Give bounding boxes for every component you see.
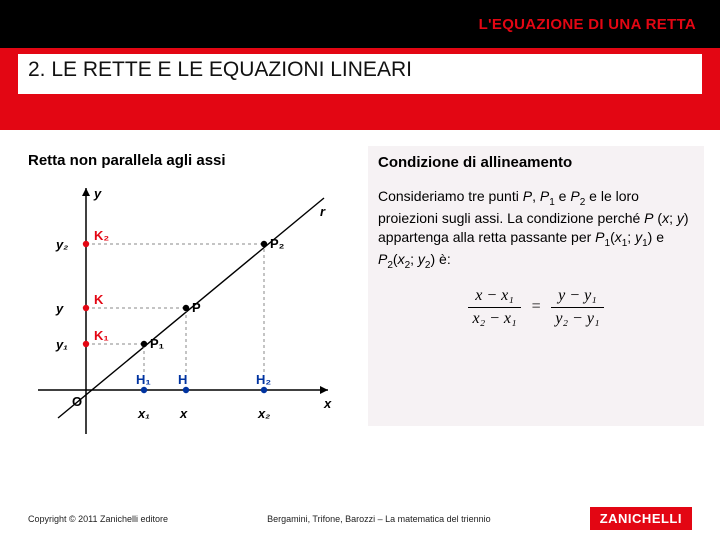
svg-text:x₂: x₂ [257,406,270,421]
left-heading: Retta non parallela agli assi [28,152,226,169]
alignment-formula: x − x₁ x₂ − x₁ = y − y₁ y₂ − y₁ [378,287,694,328]
formula-lhs: x − x₁ x₂ − x₁ [468,287,520,328]
coordinate-graph: xyOrP₁PP₂x₁xx₂H₁HH₂y₁yy₂K₁KK₂ [28,180,338,440]
svg-text:P: P [192,300,201,315]
right-paragraph: Consideriamo tre punti P, P1 e P2 e le l… [378,187,694,273]
svg-text:y₁: y₁ [55,337,68,352]
svg-text:x: x [179,406,188,421]
svg-text:x₁: x₁ [137,406,150,421]
svg-text:K₂: K₂ [94,228,109,243]
formula-rhs: y − y₁ y₂ − y₁ [551,287,603,328]
equals-sign: = [531,298,542,315]
credits-text: Bergamini, Trifone, Barozzi – La matemat… [267,514,491,524]
svg-text:P₁: P₁ [150,336,164,351]
svg-text:K: K [94,292,104,307]
svg-text:H: H [178,372,187,387]
right-panel: Condizione di allineamento Consideriamo … [368,146,704,426]
chapter-title: 2. LE RETTE E LE EQUAZIONI LINEARI [28,58,412,82]
copyright-text: Copyright © 2011 Zanichelli editore [28,514,168,524]
svg-text:H₁: H₁ [136,372,151,387]
svg-text:P₂: P₂ [270,236,285,251]
svg-text:r: r [320,204,326,219]
svg-text:K₁: K₁ [94,328,109,343]
footer: Copyright © 2011 Zanichelli editore Berg… [28,507,692,530]
publisher-logo: ZANICHELLI [590,507,692,530]
top-bar: L'EQUAZIONE DI UNA RETTA [0,0,720,48]
svg-text:y: y [55,301,64,316]
svg-text:y: y [93,186,102,201]
svg-text:H₂: H₂ [256,372,271,387]
right-heading: Condizione di allineamento [378,154,694,171]
chapter-text: LE RETTE E LE EQUAZIONI LINEARI [51,58,412,81]
topbar-title: L'EQUAZIONE DI UNA RETTA [479,16,696,33]
svg-text:y₂: y₂ [55,237,68,252]
content-area: Retta non parallela agli assi xyOrP₁PP₂x… [0,152,720,492]
chapter-number: 2. [28,58,46,81]
svg-text:x: x [323,396,332,411]
